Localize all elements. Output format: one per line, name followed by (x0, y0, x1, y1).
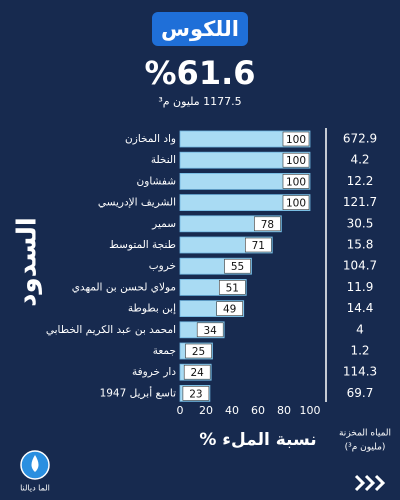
value-label: 49 (223, 304, 236, 316)
value-box (254, 216, 281, 232)
stored-value: 4.2 (350, 153, 369, 167)
bar (179, 172, 311, 190)
stored-value: 69.7 (347, 386, 374, 400)
category-label: دار خروفة (132, 366, 176, 378)
x-tick-label: 100 (300, 404, 321, 417)
value-box (224, 258, 251, 274)
bar (179, 194, 311, 212)
value-box (183, 364, 211, 380)
value-box (245, 237, 272, 253)
stored-value: 30.5 (347, 216, 374, 230)
category-label: خروب (149, 260, 176, 272)
value-box (282, 131, 310, 147)
category-label: جمعة (153, 345, 176, 357)
category-label: مولاي لحسن بن المهدي (72, 281, 176, 293)
value-label: 25 (192, 346, 205, 358)
value-box (216, 301, 243, 316)
category-label: سمير (151, 218, 176, 230)
value-label: 55 (231, 261, 244, 273)
category-label: واد المخازن (125, 133, 176, 145)
value-label: 78 (261, 219, 274, 231)
stored-value: 4 (356, 322, 364, 336)
stored-value: 1.2 (350, 344, 369, 358)
value-box (219, 280, 246, 295)
stored-title: (مليون م³) (345, 443, 386, 453)
title-box (152, 12, 248, 46)
category-label: شفشاون (137, 175, 176, 187)
x-tick-label: 20 (199, 404, 213, 417)
value-label: 34 (204, 325, 218, 337)
title: اللكوس (161, 17, 239, 41)
stored-title: المياه المخزنة (339, 429, 391, 439)
logo-text: الما ديالنا (20, 484, 50, 493)
value-label: 51 (226, 282, 239, 294)
stored-value: 121.7 (343, 195, 377, 209)
x-tick-label: 40 (225, 404, 239, 417)
value-label: 100 (286, 155, 306, 167)
value-box (196, 322, 224, 338)
value-box (282, 195, 310, 210)
x-tick-label: 0 (177, 404, 184, 417)
category-label: النخلة (151, 154, 176, 166)
value-label: 24 (191, 367, 205, 379)
value-box (182, 386, 210, 401)
value-label: 23 (189, 388, 202, 400)
category-label: طنجة المتوسط (109, 239, 176, 251)
value-box (185, 343, 212, 359)
bar (179, 151, 311, 169)
stored-value: 114.3 (343, 365, 377, 379)
stored-value: 14.4 (347, 301, 374, 315)
stored-value: 104.7 (343, 259, 377, 273)
stored-value: 15.8 (347, 238, 374, 252)
decor-arrows (354, 474, 386, 492)
stored-value: 11.9 (347, 280, 374, 294)
category-label: تاسع أبريل 1947 (100, 385, 177, 399)
x-tick-label: 60 (251, 404, 265, 417)
headline: %61.6 (144, 54, 255, 92)
value-label: 100 (286, 176, 306, 188)
logo-drop (31, 455, 39, 472)
value-label: 100 (286, 198, 306, 210)
value-box (282, 174, 310, 189)
value-label: 100 (286, 134, 306, 146)
stored-value: 12.2 (347, 174, 374, 188)
category-label: الشريف الإدريسي (98, 197, 176, 209)
x-axis-title: نسبة الملء % (199, 430, 316, 450)
category-label: امحمد بن عبد الكريم الخطابي (46, 324, 176, 336)
value-box (282, 152, 310, 168)
x-tick-label: 80 (277, 404, 291, 417)
subtitle: 1177.5 مليون م³ (158, 95, 241, 108)
category-label: إبن بطوطة (128, 303, 176, 315)
y-axis-title: السدود (13, 217, 43, 307)
bar (179, 130, 311, 148)
stored-value: 672.9 (343, 132, 377, 146)
value-label: 71 (252, 240, 265, 252)
